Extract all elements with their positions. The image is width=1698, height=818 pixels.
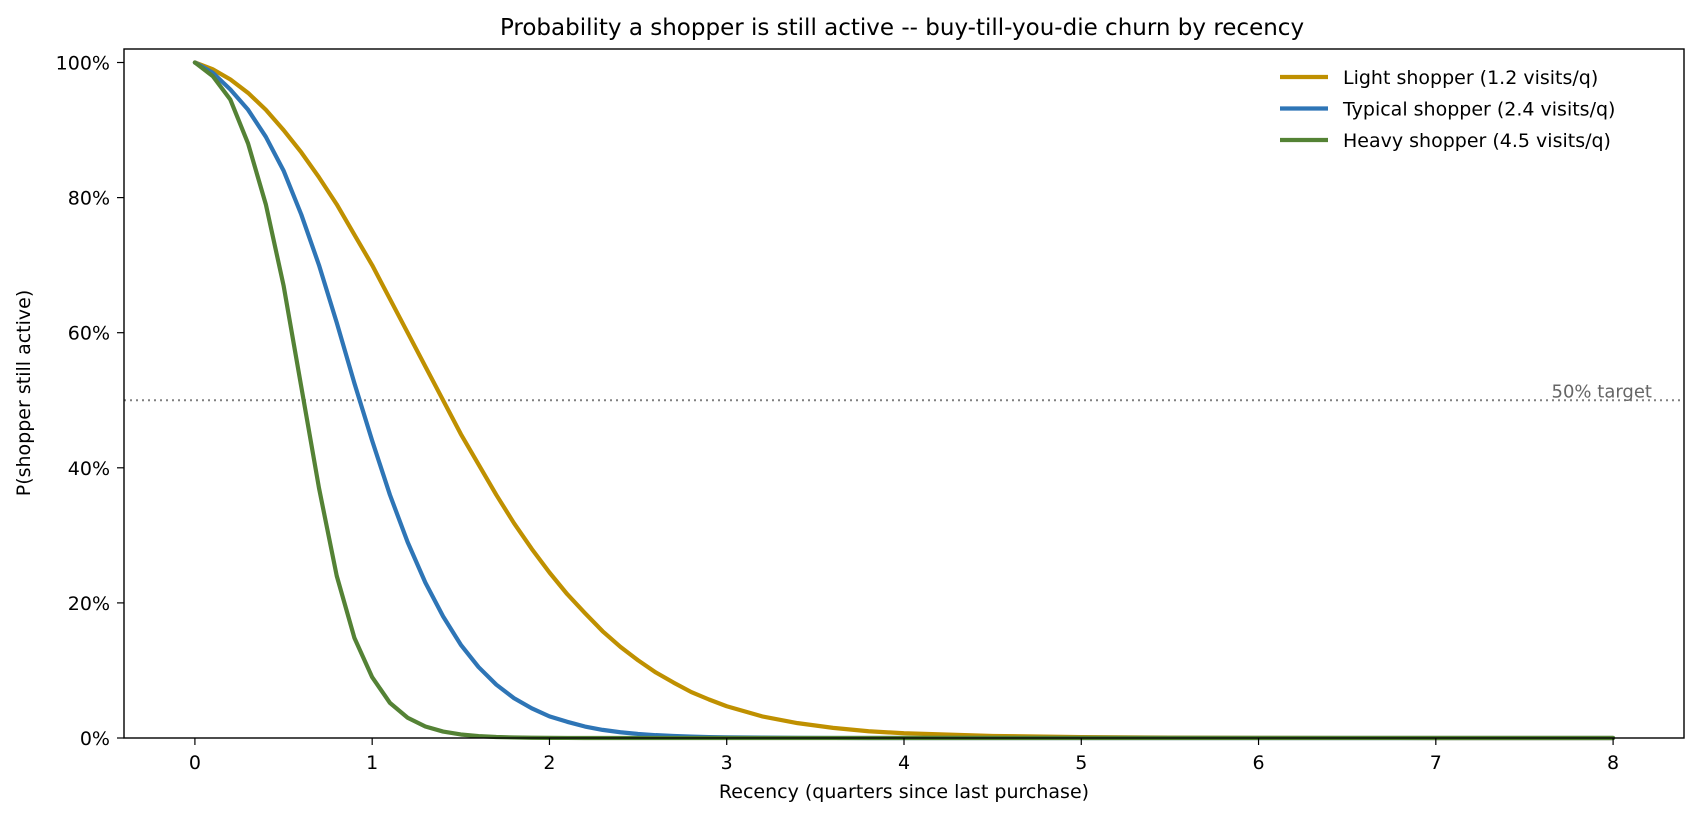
legend-entry-label: Light shopper (1.2 visits/q) [1343,67,1598,89]
chart-title: Probability a shopper is still active --… [500,15,1304,41]
y-axis-ticks: 0% 20% 40% 60% 80% 100% [56,53,124,750]
y-tick-label: 100% [56,53,110,75]
x-tick-label: 6 [1252,752,1264,774]
x-tick-label: 5 [1075,752,1087,774]
plot-area: 50% target [124,60,1684,741]
x-tick-label: 8 [1607,752,1619,774]
series-line-1 [192,60,1616,741]
x-tick-label: 1 [366,752,378,774]
legend-entry-label: Typical shopper (2.4 visits/q) [1342,99,1615,121]
y-tick-label: 0% [80,728,110,750]
y-axis-label: P(shopper still active) [13,290,35,497]
x-tick-label: 7 [1430,752,1442,774]
x-tick-label: 2 [543,752,555,774]
legend-entry-label: Heavy shopper (4.5 visits/q) [1343,130,1611,152]
reference-line-label: 50% target [1552,381,1652,402]
x-axis-ticks: 0 1 2 3 4 5 6 7 8 [189,738,1619,774]
x-axis-label: Recency (quarters since last purchase) [719,781,1089,803]
x-tick-label: 0 [189,752,201,774]
x-tick-label: 3 [721,752,733,774]
chart-legend: Light shopper (1.2 visits/q) Typical shop… [1280,67,1615,152]
y-tick-label: 60% [68,323,110,345]
y-tick-label: 80% [68,188,110,210]
y-tick-label: 20% [68,593,110,615]
x-tick-label: 4 [898,752,910,774]
y-tick-label: 40% [68,458,110,480]
